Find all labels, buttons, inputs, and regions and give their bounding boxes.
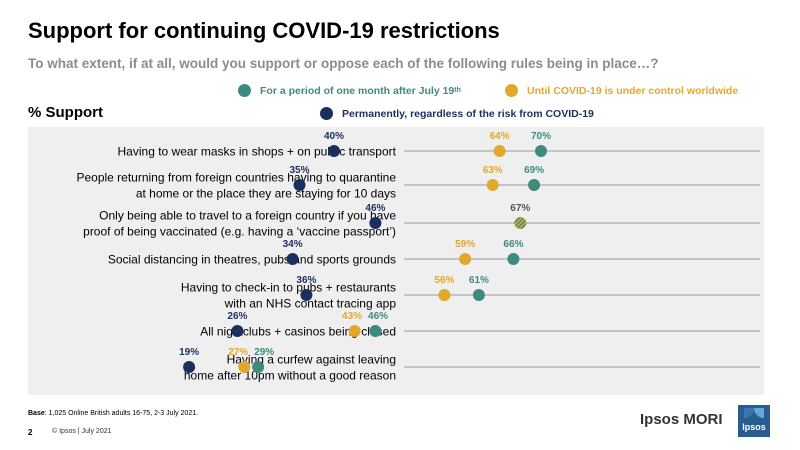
label-permanent: 26%	[227, 311, 247, 322]
dot-plot: Having to wear masks in shops + on publi…	[76, 131, 760, 383]
legend-control: Until COVID-19 is under control worldwid…	[505, 84, 738, 97]
page-number: 2	[28, 428, 33, 437]
dot-month	[252, 361, 265, 373]
dot-permanent	[328, 145, 340, 157]
category-label: All nightclubs + casinos being closed	[200, 325, 396, 339]
label-control: 59%	[455, 239, 475, 250]
ipsos-logo-text: Ipsos	[742, 422, 766, 432]
ipsos-logo: Ipsos	[738, 405, 770, 437]
label-month: 61%	[469, 275, 489, 286]
legend-control-label: Until COVID-19 is under control worldwid…	[527, 84, 739, 97]
dot-month	[528, 179, 541, 191]
legend-month-label: For a period of one month after July 19	[260, 84, 455, 97]
footer-base-text: : 1,025 Online British adults 16-75, 2-3…	[44, 410, 199, 417]
category-label: home after 10pm without a good reason	[184, 369, 396, 383]
label-month: 69%	[524, 165, 544, 176]
dot-permanent	[231, 325, 244, 337]
category-label: at home or the place they are staying fo…	[136, 187, 396, 201]
dot-permanent	[183, 361, 196, 373]
dot-month	[369, 325, 382, 337]
category-label: Having to wear masks in shops + on publi…	[118, 145, 397, 159]
dot-control	[493, 145, 506, 157]
label-control: 63%	[483, 165, 503, 176]
category-label: with an NHS contact tracing app	[224, 297, 397, 311]
chart-area: Having to wear masks in shops + on publi…	[28, 127, 764, 395]
legend-permanent: Permanently, regardless of the risk from…	[320, 107, 594, 120]
dot-control	[438, 289, 451, 301]
page-subtitle: To what extent, if at all, would you sup…	[28, 56, 659, 71]
dot-permanent	[286, 253, 299, 265]
label-month: 29%	[254, 347, 274, 358]
dot-control-month	[514, 217, 527, 229]
dot-month	[535, 145, 547, 157]
dot-permanent	[300, 289, 313, 301]
legend-permanent-dot	[320, 107, 333, 120]
dot-control	[238, 361, 251, 373]
footer-base: Base: 1,025 Online British adults 16-75,…	[28, 410, 198, 417]
page-title: Support for continuing COVID-19 restrict…	[28, 18, 500, 43]
legend-permanent-label: Permanently, regardless of the risk from…	[342, 107, 594, 120]
dot-control	[486, 179, 499, 191]
label-month: 70%	[531, 131, 551, 142]
label-permanent: 35%	[289, 165, 309, 176]
category-label: Having a curfew against leaving	[227, 353, 396, 367]
label-permanent: 36%	[296, 275, 316, 286]
dot-permanent	[369, 217, 382, 229]
label-month: 46%	[368, 311, 388, 322]
label-control: 64%	[490, 131, 510, 142]
label-permanent: 19%	[179, 347, 199, 358]
label-month: 66%	[503, 239, 523, 250]
dot-control	[348, 325, 361, 337]
dot-month	[472, 289, 485, 301]
legend-month: For a period of one month after July 19 t…	[238, 84, 461, 97]
category-label: proof of being vaccinated (e.g. having a…	[83, 225, 396, 239]
category-label: Having to check-in to pubs + restaurants	[181, 281, 396, 295]
label-merged: 67%	[510, 203, 530, 214]
label-permanent: 34%	[283, 239, 303, 250]
dot-month	[507, 253, 520, 265]
category-label: Social distancing in theatres, pubs and …	[108, 253, 396, 267]
dot-control	[459, 253, 472, 265]
support-label: % Support	[28, 104, 103, 121]
label-control: 27%	[228, 347, 248, 358]
category-label: Only being able to travel to a foreign c…	[99, 209, 396, 223]
brand-name: Ipsos MORI	[640, 411, 723, 428]
footer-copyright: © Ipsos | July 2021	[52, 428, 112, 435]
dot-permanent	[293, 179, 306, 191]
label-permanent: 46%	[365, 203, 385, 214]
label-control: 56%	[434, 275, 454, 286]
label-permanent: 40%	[324, 131, 344, 142]
legend-month-dot	[238, 84, 251, 97]
legend-month-sup: th	[454, 87, 461, 94]
ipsos-logo-icon: Ipsos	[738, 405, 770, 437]
label-control: 43%	[342, 311, 362, 322]
category-label: People returning from foreign countries …	[76, 171, 396, 185]
legend-control-dot	[505, 84, 518, 97]
footer-base-label: Base	[28, 410, 45, 417]
